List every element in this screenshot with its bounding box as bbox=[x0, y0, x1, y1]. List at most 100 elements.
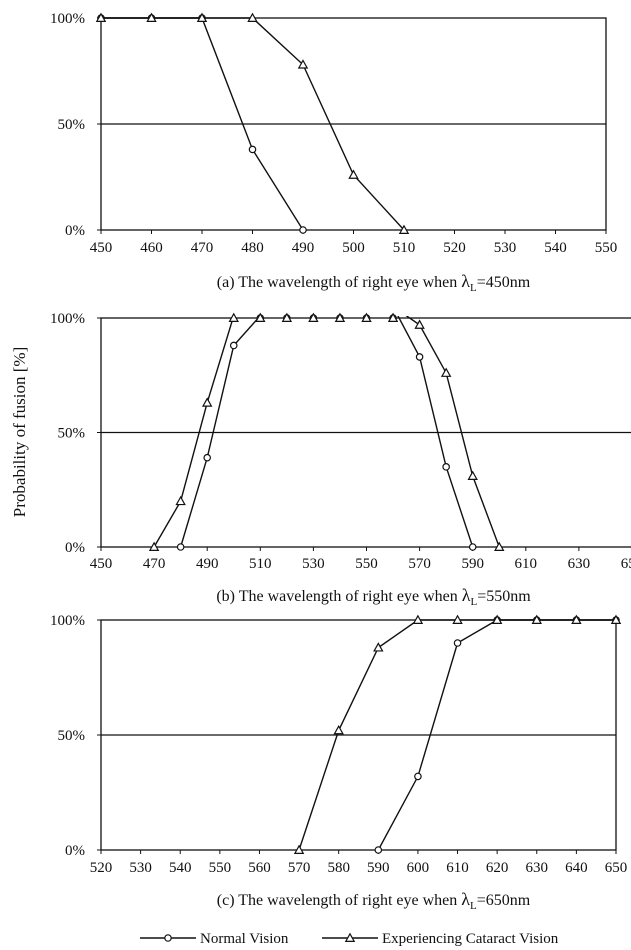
y-tick-label: 50% bbox=[58, 117, 86, 133]
data-point-cataract-vision bbox=[348, 169, 359, 179]
x-tick-label: 570 bbox=[288, 860, 311, 876]
x-tick-label: 460 bbox=[140, 240, 163, 256]
data-point-cataract-vision bbox=[467, 470, 478, 480]
panel-caption: (a) The wavelength of right eye when λL=… bbox=[217, 271, 531, 294]
series-line-normal-vision bbox=[179, 316, 474, 548]
data-point-cataract-vision bbox=[333, 724, 344, 735]
x-tick-label: 540 bbox=[169, 860, 192, 876]
y-axis-label: Probability of fusion [%] bbox=[10, 347, 29, 517]
y-tick-label: 0% bbox=[65, 843, 85, 859]
data-point-normal-vision bbox=[176, 543, 185, 551]
legend-item-normal-vision: Normal Vision bbox=[140, 931, 289, 947]
x-tick-label: 610 bbox=[446, 860, 469, 876]
data-point-cataract-vision bbox=[440, 367, 452, 377]
x-tick-label: 540 bbox=[544, 240, 567, 256]
x-tick-label: 530 bbox=[302, 556, 325, 572]
x-tick-label: 480 bbox=[241, 240, 264, 256]
x-tick-label: 600 bbox=[407, 860, 430, 876]
x-tick-label: 620 bbox=[486, 860, 509, 876]
series-cataract-vision bbox=[95, 12, 410, 234]
data-point-normal-vision bbox=[453, 639, 462, 647]
x-tick-label: 490 bbox=[196, 556, 219, 572]
panel-c: 0% 50% 100% 520 530 540 550 560 570 580 590 600 610 6… bbox=[50, 613, 627, 912]
data-point-cataract-vision bbox=[255, 312, 266, 322]
x-tick-label: 550 bbox=[355, 556, 378, 572]
x-tick-label: 520 bbox=[443, 240, 466, 256]
data-point-cataract-vision bbox=[398, 224, 410, 234]
x-tick-label: 560 bbox=[248, 860, 271, 876]
data-point-cataract-vision bbox=[414, 319, 425, 329]
data-point-cataract-vision bbox=[387, 312, 399, 322]
series-cataract-vision bbox=[148, 312, 505, 551]
x-tick-label: 520 bbox=[90, 860, 113, 876]
legend-marker bbox=[344, 932, 356, 942]
data-point-cataract-vision bbox=[95, 12, 107, 22]
y-tick-label: 100% bbox=[50, 311, 85, 327]
x-tick-label: 470 bbox=[191, 240, 214, 256]
y-tick-label: 50% bbox=[58, 728, 86, 744]
y-tick-label: 0% bbox=[65, 223, 85, 239]
x-tick-label: 580 bbox=[327, 860, 350, 876]
data-point-cataract-vision bbox=[361, 312, 372, 322]
x-tick-label: 570 bbox=[408, 556, 431, 572]
data-point-cataract-vision bbox=[146, 12, 157, 22]
panel-b: 0% 50% 100% 450 470 490 510 530 550 570 590 610 630 6… bbox=[50, 311, 631, 608]
data-point-cataract-vision bbox=[610, 614, 622, 624]
data-point-cataract-vision bbox=[297, 59, 309, 69]
x-tick-label: 590 bbox=[461, 556, 484, 572]
panel-caption: (c) The wavelength of right eye when λL=… bbox=[217, 889, 531, 912]
x-tick-label: 650 bbox=[605, 860, 628, 876]
x-tick-label: 640 bbox=[565, 860, 588, 876]
series-line-cataract-vision bbox=[153, 316, 500, 548]
series-normal-vision bbox=[176, 314, 477, 551]
data-point-cataract-vision bbox=[373, 642, 384, 652]
x-tick-label: 500 bbox=[342, 240, 365, 256]
data-point-cataract-vision bbox=[334, 312, 346, 322]
legend: Normal Vision Experiencing Cataract Visio… bbox=[140, 931, 559, 947]
x-tick-label: 470 bbox=[143, 556, 166, 572]
data-point-normal-vision bbox=[248, 145, 257, 154]
x-tick-label: 490 bbox=[292, 240, 315, 256]
data-point-normal-vision bbox=[468, 543, 477, 551]
data-point-cataract-vision bbox=[148, 541, 160, 551]
data-point-cataract-vision bbox=[196, 12, 208, 22]
y-tick-label: 100% bbox=[50, 11, 85, 27]
data-point-normal-vision bbox=[299, 226, 307, 234]
data-point-cataract-vision bbox=[452, 614, 463, 624]
x-tick-label: 550 bbox=[209, 860, 232, 876]
x-tick-label: 510 bbox=[393, 240, 416, 256]
data-point-cataract-vision bbox=[175, 495, 186, 506]
x-tick-label: 450 bbox=[90, 240, 113, 256]
legend-item-cataract-vision: Experiencing Cataract Vision bbox=[322, 931, 559, 947]
data-point-cataract-vision bbox=[531, 614, 542, 624]
data-point-normal-vision bbox=[203, 453, 212, 462]
data-point-cataract-vision bbox=[412, 614, 424, 624]
y-tick-label: 100% bbox=[50, 613, 85, 629]
data-point-normal-vision bbox=[229, 341, 238, 350]
panel-caption: (b) The wavelength of right eye when λL=… bbox=[216, 585, 531, 608]
data-point-normal-vision bbox=[415, 353, 424, 361]
series-cataract-vision bbox=[293, 614, 622, 854]
data-point-cataract-vision bbox=[228, 312, 239, 322]
x-tick-label: 610 bbox=[515, 556, 538, 572]
legend-label: Experiencing Cataract Vision bbox=[382, 931, 559, 947]
x-tick-label: 530 bbox=[494, 240, 517, 256]
data-point-cataract-vision bbox=[308, 312, 319, 322]
legend-label: Normal Vision bbox=[200, 931, 289, 947]
x-tick-label: 630 bbox=[568, 556, 591, 572]
data-point-cataract-vision bbox=[491, 614, 503, 624]
legend-marker bbox=[164, 934, 172, 942]
x-tick-label: 650 bbox=[621, 556, 631, 572]
panel-a: 0% 50% 100% 450 460 470 480 490 500 510 520 530 540 5… bbox=[50, 11, 617, 294]
x-tick-label: 550 bbox=[595, 240, 618, 256]
data-point-cataract-vision bbox=[293, 844, 305, 854]
x-tick-label: 450 bbox=[90, 556, 113, 572]
y-tick-label: 0% bbox=[65, 540, 85, 556]
data-point-cataract-vision bbox=[281, 312, 293, 322]
x-tick-label: 590 bbox=[367, 860, 390, 876]
data-point-cataract-vision bbox=[494, 541, 505, 551]
x-tick-label: 510 bbox=[249, 556, 272, 572]
data-point-normal-vision bbox=[374, 846, 383, 854]
data-point-normal-vision bbox=[442, 463, 450, 471]
